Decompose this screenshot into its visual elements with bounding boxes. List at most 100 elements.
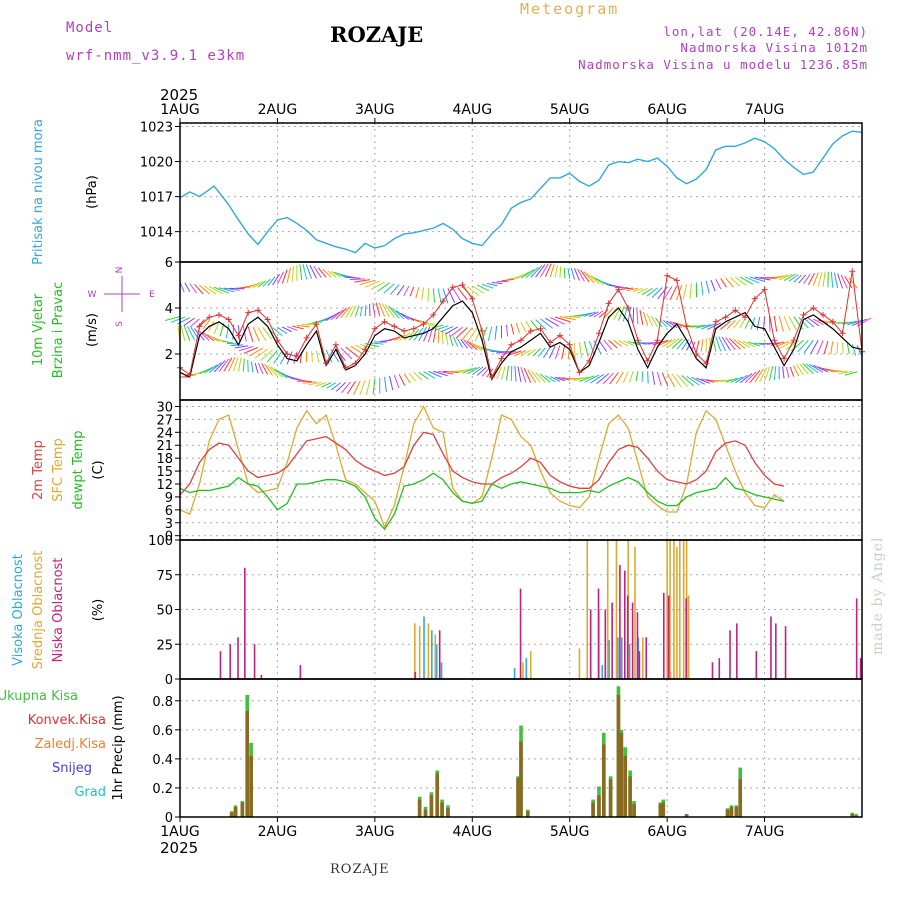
panel-frame bbox=[179, 678, 863, 818]
wind-direction-arrow bbox=[507, 350, 522, 356]
wind-direction-arrow bbox=[838, 370, 853, 375]
wind-direction-arrow bbox=[388, 375, 394, 391]
wind-direction-arrow bbox=[421, 287, 425, 301]
y-tick-label: 1014 bbox=[140, 226, 173, 241]
wind-direction-arrow bbox=[437, 328, 440, 344]
wind-direction-arrow bbox=[817, 271, 823, 287]
precip-convective-bar bbox=[591, 802, 595, 817]
wind-direction-arrow bbox=[199, 366, 213, 375]
wind-direction-arrow bbox=[202, 332, 215, 342]
wind-direction-arrow bbox=[715, 379, 726, 382]
wind-direction-arrow bbox=[346, 381, 356, 395]
wind-direction-arrow bbox=[345, 276, 361, 279]
wind-direction-arrow bbox=[596, 373, 610, 385]
wind-direction-arrow bbox=[452, 336, 459, 347]
wind-direction-arrow bbox=[438, 370, 454, 375]
wind-direction-arrow bbox=[527, 369, 537, 384]
wind-direction-arrow bbox=[808, 317, 820, 327]
wind-direction-arrow bbox=[471, 366, 484, 376]
wind-gust-point bbox=[654, 337, 661, 344]
wind-direction-arrow bbox=[447, 288, 456, 303]
wind-direction-arrow bbox=[190, 318, 200, 328]
wind-gust-point bbox=[245, 309, 252, 316]
wind-direction-arrow bbox=[707, 322, 721, 330]
wind-gust-point bbox=[800, 311, 807, 318]
wind-direction-arrow bbox=[715, 336, 722, 352]
wind-direction-arrow bbox=[359, 379, 366, 396]
precip-convective-bar bbox=[516, 777, 520, 817]
wind-direction-arrow bbox=[718, 336, 727, 352]
wind-direction-arrow bbox=[296, 380, 312, 383]
precip-legend-4: Snijeg bbox=[52, 761, 92, 776]
wind-direction-arrow bbox=[836, 342, 839, 354]
wind-direction-arrow bbox=[558, 376, 570, 381]
precip-legend-1: Ukupna Kisa bbox=[0, 689, 78, 704]
dewpoint-axis-label: dewpt Temp bbox=[71, 430, 86, 509]
precip-convective-bar bbox=[623, 755, 628, 817]
wind-gust-point bbox=[586, 357, 593, 364]
wind-direction-arrow bbox=[584, 374, 600, 383]
wind-direction-arrow bbox=[495, 351, 512, 354]
wind-direction-arrow bbox=[559, 266, 562, 278]
wind-direction-arrow bbox=[550, 317, 565, 325]
wind-direction-arrow bbox=[579, 375, 595, 382]
wind-direction-arrow bbox=[615, 371, 624, 384]
wind-direction-arrow bbox=[381, 303, 390, 318]
wind-gust-point bbox=[488, 374, 495, 380]
wind-direction-arrow bbox=[561, 344, 566, 360]
top-day-label: 4AUG bbox=[452, 102, 492, 118]
wind-direction-arrow bbox=[627, 306, 632, 323]
wind-gust-point bbox=[323, 360, 330, 367]
wind-direction-arrow bbox=[226, 342, 239, 345]
wind-direction-arrow bbox=[286, 326, 298, 331]
wind-direction-arrow bbox=[293, 351, 298, 365]
cloud-low-axis-label: Niska Oblacnost bbox=[51, 558, 66, 663]
wind-direction-arrow bbox=[461, 327, 473, 341]
wind-direction-arrow bbox=[797, 339, 809, 353]
wind-direction-arrow bbox=[842, 342, 844, 354]
wind-direction-arrow bbox=[383, 283, 395, 294]
wind-direction-arrow bbox=[321, 382, 332, 388]
wind-direction-arrow bbox=[340, 347, 353, 360]
wind-direction-arrow bbox=[335, 307, 347, 320]
wind-direction-arrow bbox=[180, 325, 186, 341]
watermark: made by Angel bbox=[870, 536, 886, 656]
wind-direction-arrow bbox=[567, 268, 571, 280]
wind-direction-arrow bbox=[384, 376, 387, 392]
wind-direction-arrow bbox=[435, 325, 449, 331]
wind-direction-arrow bbox=[326, 382, 337, 389]
wind-direction-arrow bbox=[230, 344, 244, 347]
precip-convective-bar bbox=[423, 809, 428, 817]
precip-convective-bar bbox=[526, 811, 530, 817]
wind-direction-arrow bbox=[359, 306, 363, 317]
wind-direction-arrow bbox=[739, 318, 746, 328]
meteogram-title: Meteogram bbox=[520, 0, 620, 18]
wind-gust-point bbox=[225, 316, 232, 323]
wind-direction-arrow bbox=[569, 377, 585, 380]
wind-direction-arrow bbox=[754, 368, 764, 383]
wind-direction-arrow bbox=[260, 349, 273, 361]
wind-direction-arrow bbox=[282, 326, 292, 333]
wind-direction-arrow bbox=[788, 316, 797, 331]
wind-direction-arrow bbox=[570, 267, 576, 280]
wind-axis-label-line2: Brzina i Pravac bbox=[51, 282, 66, 379]
wind-direction-arrow bbox=[554, 264, 558, 278]
wind-direction-arrow bbox=[457, 287, 468, 301]
wind-direction-arrow bbox=[725, 337, 736, 351]
y-tick-label: 25 bbox=[156, 638, 173, 653]
compass-south: S bbox=[115, 321, 125, 327]
wind-direction-arrow bbox=[636, 308, 639, 325]
top-day-label: 6AUG bbox=[647, 102, 687, 118]
wind-direction-arrow bbox=[314, 382, 327, 387]
y-tick-label: 30 bbox=[156, 400, 173, 415]
wind-gust-point bbox=[615, 286, 622, 293]
wind-direction-arrow bbox=[554, 345, 561, 360]
wind-direction-arrow bbox=[847, 319, 863, 326]
top-day-label: 5AUG bbox=[550, 102, 590, 118]
wind-direction-arrow bbox=[432, 327, 437, 343]
wind-direction-arrow bbox=[689, 283, 692, 299]
wind-direction-arrow bbox=[690, 324, 707, 328]
wind-direction-arrow bbox=[671, 373, 682, 388]
wind-direction-arrow bbox=[810, 340, 819, 354]
wind-direction-arrow bbox=[202, 320, 210, 330]
